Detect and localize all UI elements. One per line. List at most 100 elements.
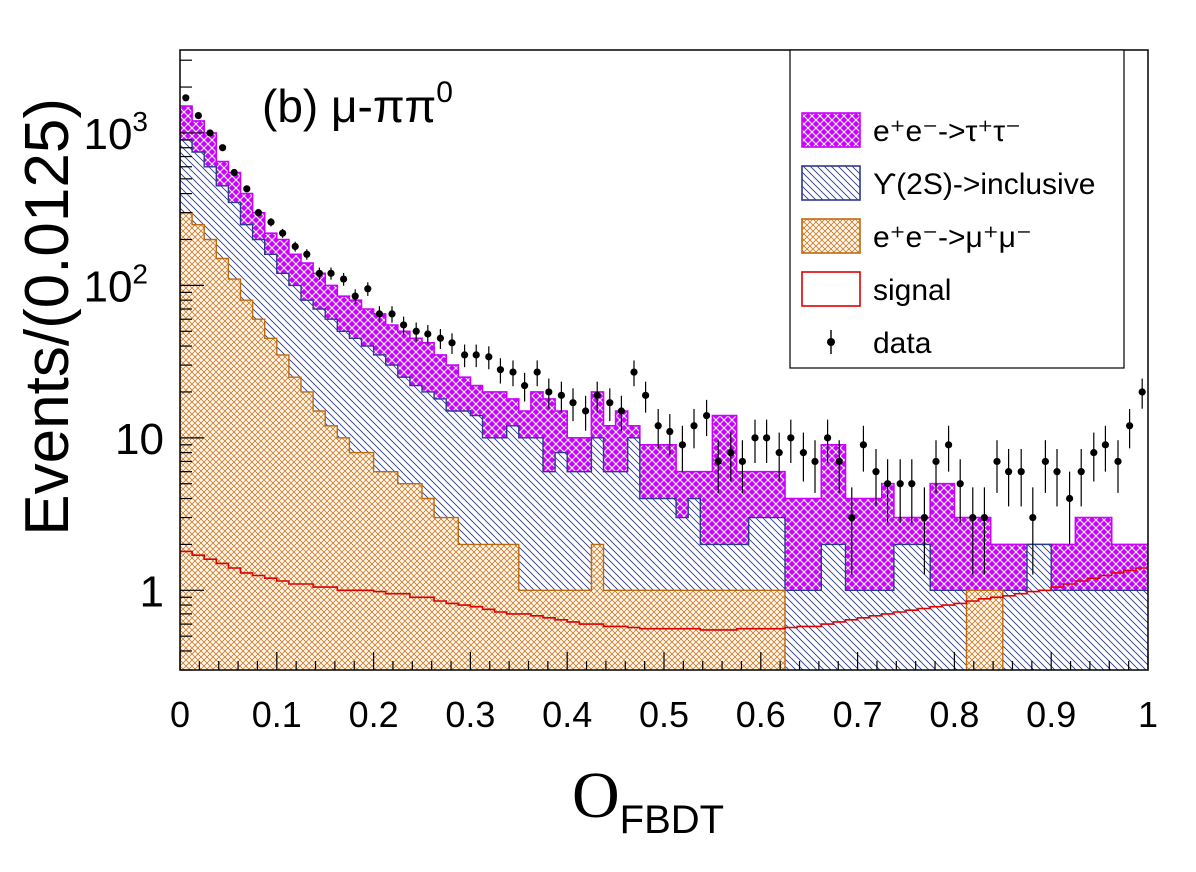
- data-marker: [1005, 468, 1013, 476]
- data-marker: [763, 434, 771, 442]
- data-point: [557, 381, 565, 413]
- data-point: [1090, 432, 1098, 482]
- data-marker: [412, 327, 420, 335]
- data-point: [944, 425, 953, 472]
- data-marker: [315, 269, 323, 277]
- legend-swatch: [801, 165, 861, 201]
- data-point: [291, 241, 299, 252]
- data-point: [315, 267, 323, 280]
- data-marker: [593, 391, 601, 399]
- legend-marker: [827, 338, 835, 346]
- legend-label: e⁺e⁻->μ⁺μ⁻: [873, 221, 1032, 254]
- data-marker: [751, 434, 759, 442]
- data-point: [884, 459, 892, 523]
- data-point: [896, 459, 904, 523]
- data-marker: [496, 366, 505, 374]
- data-marker: [509, 368, 517, 376]
- legend-swatch: [801, 112, 861, 148]
- data-marker: [400, 321, 408, 329]
- data-marker: [642, 391, 650, 399]
- data-point: [630, 360, 638, 387]
- y-tick-label: 102: [83, 258, 148, 311]
- x-axis: 0 0.1 0.2 0.3 0.4 0.5 0.6 0.7 0.8 0.9 1: [170, 652, 1158, 735]
- data-point: [424, 325, 432, 345]
- data-marker: [944, 441, 953, 449]
- data-point: [799, 432, 807, 482]
- data-marker: [799, 449, 807, 457]
- legend-swatch: [801, 271, 861, 307]
- data-point: [872, 448, 880, 507]
- x-tick-label: 0.5: [639, 694, 689, 735]
- data-marker: [969, 513, 977, 522]
- data-marker: [932, 457, 940, 466]
- data-point: [654, 408, 662, 449]
- data-point: [254, 208, 263, 217]
- x-tick-label: 0.9: [1026, 694, 1076, 735]
- data-marker: [254, 209, 263, 217]
- data-marker: [848, 513, 856, 522]
- data-marker: [859, 441, 868, 449]
- data-point: [339, 273, 348, 286]
- data-point: [1053, 448, 1061, 507]
- data-marker: [182, 94, 190, 102]
- chart-title: (b) μ-ππ0: [262, 76, 453, 132]
- data-marker: [1138, 388, 1146, 396]
- data-point: [738, 440, 747, 493]
- data-marker: [678, 441, 686, 449]
- data-point: [751, 419, 759, 464]
- data-point: [956, 459, 964, 523]
- data-marker: [448, 339, 456, 347]
- data-point: [533, 360, 541, 387]
- data-point: [303, 249, 311, 260]
- data-point: [194, 111, 202, 120]
- data-point: [496, 358, 505, 384]
- data-point: [1077, 448, 1085, 507]
- data-marker: [557, 391, 565, 399]
- y-tick-label: 103: [83, 106, 148, 159]
- data-marker: [267, 218, 275, 226]
- data-point: [775, 432, 783, 482]
- data-marker: [1041, 457, 1049, 466]
- data-marker: [364, 285, 372, 293]
- legend: e⁺e⁻->τ⁺τ⁻ ϒ(2S)->inclusive e⁺e⁻->μ⁺μ⁻ sign…: [789, 49, 1125, 369]
- data-point: [267, 218, 275, 227]
- legend-item-signal: signal: [801, 271, 951, 307]
- data-point: [993, 440, 1001, 493]
- data-marker: [327, 269, 335, 277]
- data-marker: [218, 144, 227, 152]
- data-point: [714, 440, 722, 493]
- data-marker: [1065, 494, 1074, 503]
- data-point: [690, 408, 698, 449]
- data-point: [581, 395, 590, 431]
- data-marker: [714, 457, 722, 466]
- data-marker: [872, 468, 880, 476]
- data-point: [472, 344, 480, 368]
- data-marker: [569, 399, 577, 407]
- data-point: [908, 459, 916, 523]
- data-point: [218, 144, 227, 152]
- data-point: [848, 487, 856, 575]
- legend-item-data: data: [827, 327, 932, 360]
- data-marker: [993, 457, 1001, 466]
- data-marker: [811, 457, 819, 466]
- data-marker: [738, 457, 747, 466]
- data-marker: [581, 407, 590, 415]
- data-marker: [230, 168, 238, 177]
- data-marker: [980, 513, 989, 522]
- data-marker: [654, 422, 662, 430]
- data-point: [1041, 440, 1049, 493]
- data-marker: [775, 449, 783, 457]
- x-tick-label: 0.8: [929, 694, 979, 735]
- data-point: [206, 129, 214, 137]
- legend-item-inclusive: ϒ(2S)->inclusive: [801, 165, 1095, 201]
- data-point: [763, 419, 771, 464]
- data-marker: [388, 310, 396, 318]
- legend-label: data: [873, 327, 932, 360]
- y-tick-label: 10: [115, 415, 164, 464]
- y-axis: 1 10 102 103: [83, 59, 204, 671]
- data-points-layer: [182, 94, 1146, 575]
- data-point: [1114, 440, 1122, 493]
- data-point: [859, 425, 868, 472]
- data-marker: [727, 449, 735, 457]
- data-point: [787, 419, 795, 464]
